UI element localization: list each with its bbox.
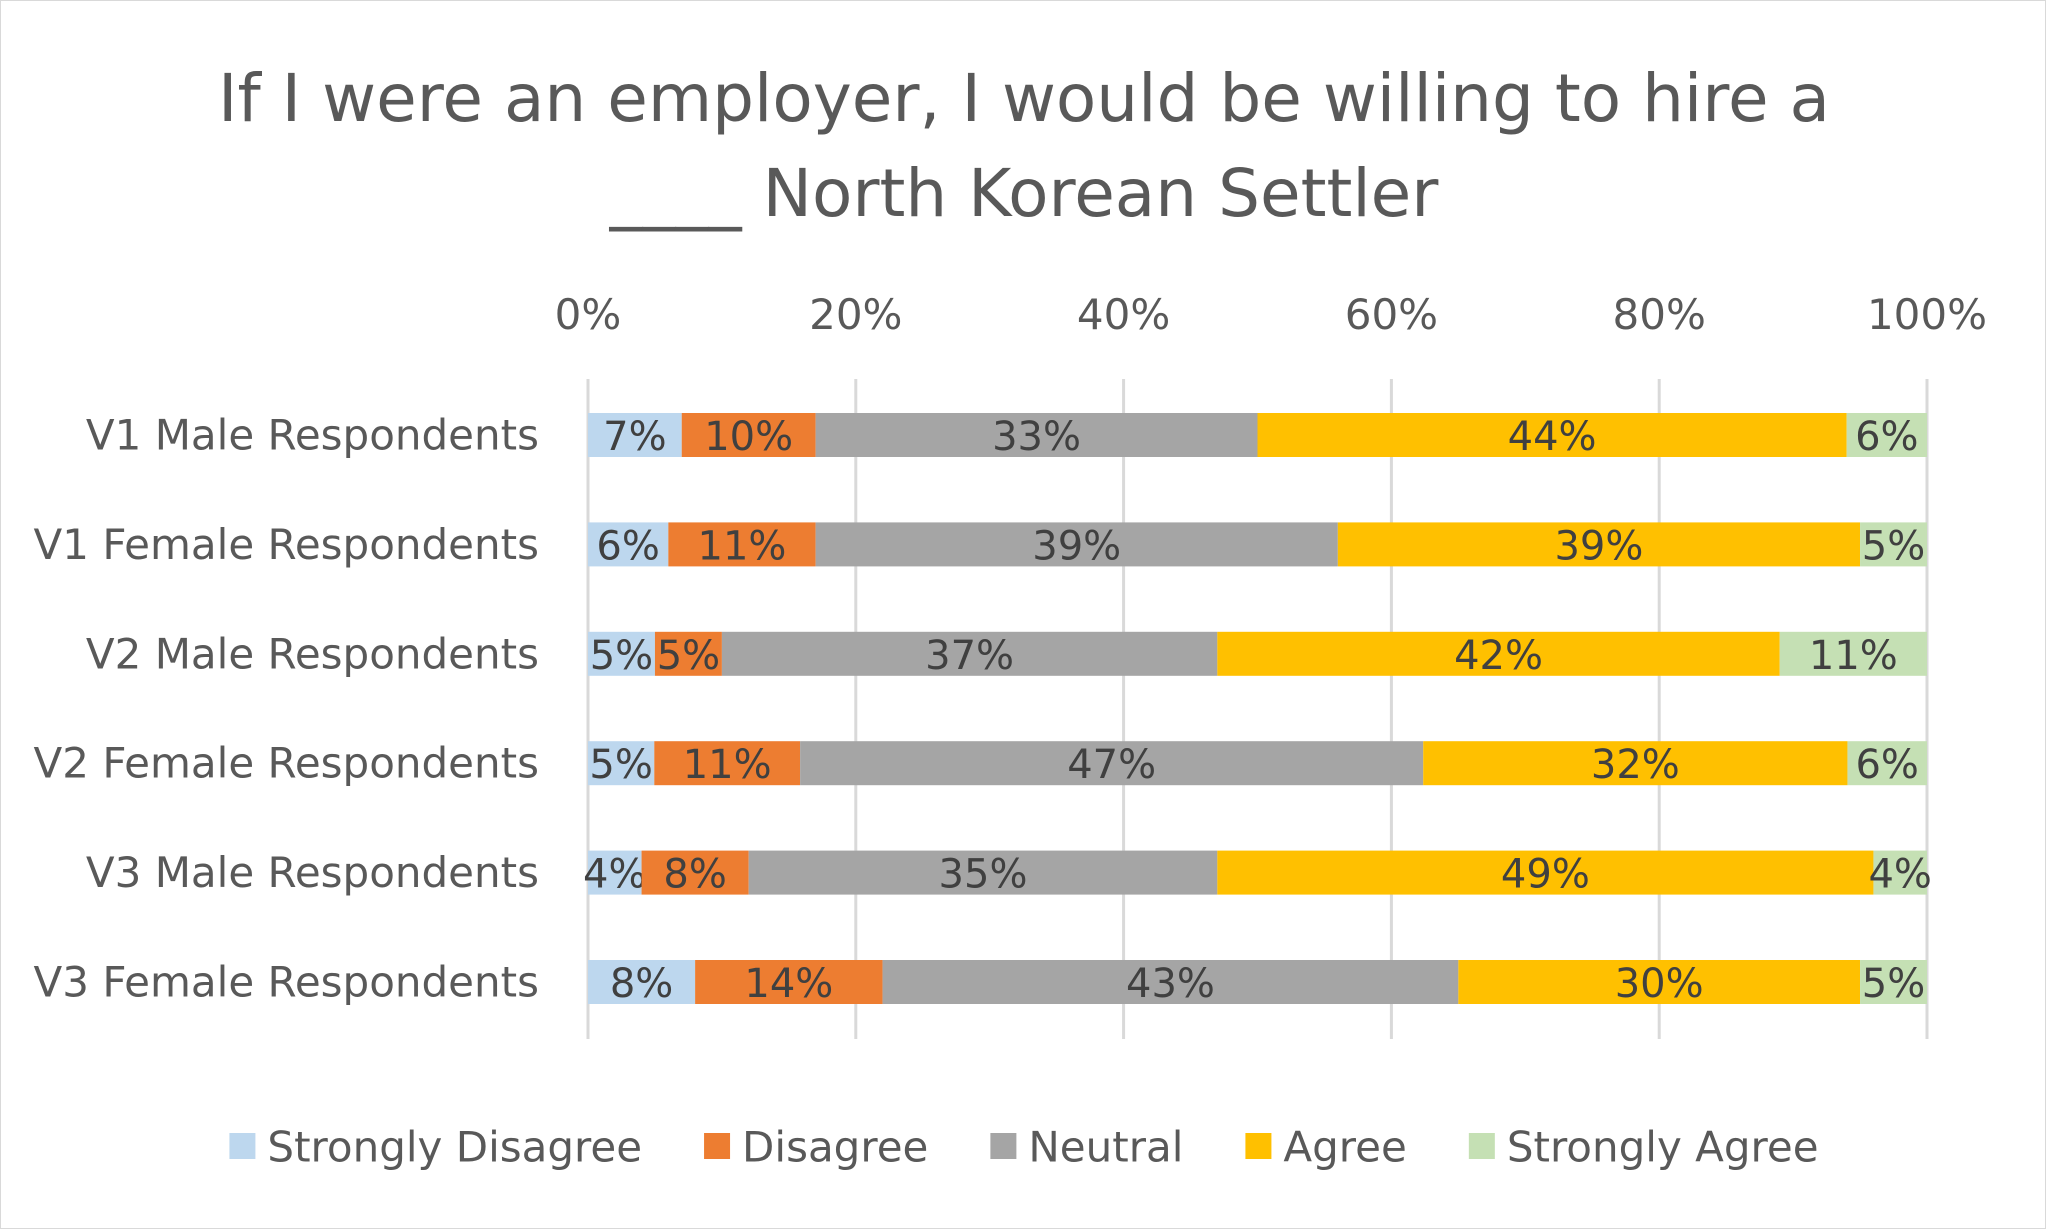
x-tick-label: 100% bbox=[1867, 290, 1987, 339]
chart-title-line-2: ____ North Korean Settler bbox=[609, 155, 1440, 232]
bar-segment bbox=[815, 413, 1258, 457]
data-label: 14% bbox=[744, 961, 833, 1007]
data-label: 39% bbox=[1032, 523, 1121, 569]
legend-swatch bbox=[1245, 1133, 1272, 1159]
bar-segment bbox=[588, 631, 655, 676]
bar-segment bbox=[588, 413, 682, 457]
gridlines bbox=[586, 379, 1929, 1039]
bar-segment bbox=[1217, 850, 1874, 895]
x-tick-label: 0% bbox=[555, 290, 622, 339]
data-label: 5% bbox=[1862, 961, 1925, 1007]
legend-label: Agree bbox=[1283, 1123, 1406, 1172]
data-label: 4% bbox=[583, 852, 646, 898]
data-label: 42% bbox=[1454, 633, 1543, 679]
data-label: 5% bbox=[590, 633, 653, 679]
category-label: V1 Female Respondents bbox=[34, 520, 539, 569]
legend-label: Strongly Agree bbox=[1507, 1123, 1819, 1172]
bar-segment bbox=[800, 741, 1424, 786]
bar-segment bbox=[588, 741, 655, 786]
x-axis-ticks: 0% 20% 40% 60% 80% 100% bbox=[555, 290, 1987, 339]
data-label: 7% bbox=[603, 414, 666, 460]
bar-segment bbox=[588, 850, 642, 895]
bar-segment bbox=[695, 960, 883, 1004]
x-tick-label: 60% bbox=[1345, 290, 1438, 339]
bar-segment bbox=[641, 850, 749, 895]
category-label: V2 Female Respondents bbox=[34, 739, 539, 788]
data-label: 11% bbox=[1809, 633, 1898, 679]
data-label: 5% bbox=[1862, 523, 1925, 569]
bar-segment bbox=[654, 741, 801, 786]
data-label: 33% bbox=[992, 414, 1081, 460]
legend-label: Neutral bbox=[1028, 1123, 1183, 1172]
data-label: 10% bbox=[704, 414, 793, 460]
legend-item: Neutral bbox=[990, 1123, 1183, 1172]
bar-segment bbox=[1860, 522, 1927, 567]
data-label: 39% bbox=[1554, 523, 1643, 569]
data-label: 8% bbox=[663, 852, 726, 898]
data-label: 5% bbox=[589, 742, 652, 788]
legend-swatch bbox=[704, 1133, 731, 1159]
bar-segment bbox=[1458, 960, 1861, 1004]
chart-title-line-1: If I were an employer, I would be willin… bbox=[218, 60, 1830, 137]
bar-segment bbox=[668, 522, 816, 567]
data-label: 11% bbox=[683, 742, 772, 788]
legend-label: Strongly Disagree bbox=[267, 1123, 642, 1172]
data-label: 6% bbox=[596, 523, 659, 569]
legend-item: Agree bbox=[1245, 1123, 1407, 1172]
bar-segment bbox=[1873, 850, 1927, 895]
bar-segment bbox=[588, 960, 696, 1004]
bar-segment bbox=[588, 522, 669, 567]
data-label: 49% bbox=[1501, 852, 1590, 898]
bar-segment bbox=[815, 522, 1338, 567]
bar-segment bbox=[1847, 741, 1927, 786]
data-label: 4% bbox=[1868, 852, 1931, 898]
legend-item: Strongly Disagree bbox=[229, 1123, 642, 1172]
data-label: 6% bbox=[1855, 414, 1918, 460]
data-label: 44% bbox=[1508, 414, 1597, 460]
bar-segment bbox=[721, 631, 1218, 676]
data-label: 43% bbox=[1126, 961, 1215, 1007]
bar-segment bbox=[1423, 741, 1848, 786]
data-label: 6% bbox=[1855, 742, 1918, 788]
legend-item: Strongly Agree bbox=[1468, 1123, 1819, 1172]
data-label: 35% bbox=[939, 852, 1028, 898]
data-label: 32% bbox=[1591, 742, 1680, 788]
bar-segment bbox=[654, 631, 722, 676]
data-label: 8% bbox=[610, 961, 673, 1007]
x-tick-label: 20% bbox=[809, 290, 902, 339]
x-tick-label: 40% bbox=[1077, 290, 1170, 339]
bar-segment bbox=[882, 960, 1459, 1004]
category-labels: V1 Male Respondents V1 Female Respondents… bbox=[34, 411, 539, 1007]
bar-segment bbox=[1860, 960, 1927, 1004]
bars: 7% 10% 33% 44% 6%6% 11% 39% 39% 5%5% 5% 37% 42% 11%5… bbox=[583, 413, 1932, 1007]
data-label: 11% bbox=[698, 523, 787, 569]
data-label: 30% bbox=[1615, 961, 1704, 1007]
bar-segment bbox=[1217, 631, 1780, 676]
category-label: V1 Male Respondents bbox=[86, 411, 539, 460]
data-label: 47% bbox=[1067, 742, 1156, 788]
category-label: V3 Male Respondents bbox=[86, 848, 539, 897]
legend: Strongly Disagree Disagree Neutral Agree Str… bbox=[229, 1123, 1819, 1172]
legend-swatch bbox=[1468, 1133, 1495, 1159]
legend-swatch bbox=[990, 1133, 1017, 1159]
legend-swatch bbox=[229, 1133, 256, 1159]
legend-item: Disagree bbox=[704, 1123, 928, 1172]
data-label: 5% bbox=[657, 633, 720, 679]
bar-segment bbox=[681, 413, 816, 457]
category-label: V3 Female Respondents bbox=[34, 958, 539, 1007]
data-label: 37% bbox=[925, 633, 1014, 679]
bar-segment bbox=[1337, 522, 1861, 567]
x-tick-label: 80% bbox=[1613, 290, 1706, 339]
bar-segment bbox=[1846, 413, 1927, 457]
bar-segment bbox=[748, 850, 1218, 895]
category-label: V2 Male Respondents bbox=[86, 629, 539, 678]
bar-segment bbox=[1779, 631, 1927, 676]
legend-label: Disagree bbox=[742, 1123, 928, 1172]
bar-segment bbox=[1257, 413, 1847, 457]
